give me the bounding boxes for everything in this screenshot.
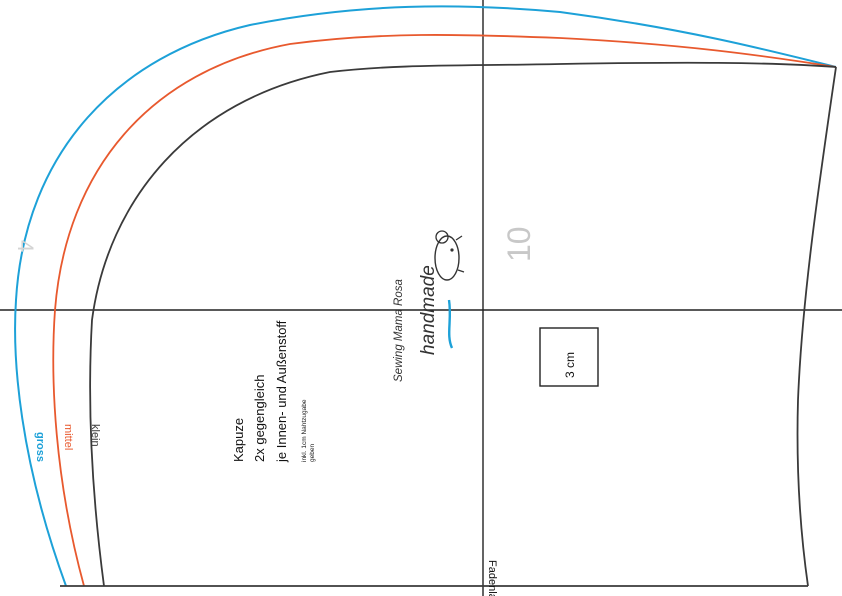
outline-klein (89, 61, 837, 587)
instructions-note-2: geben (309, 444, 316, 462)
outline-gross (14, 5, 837, 587)
scale-box (539, 327, 599, 387)
grainline-label: Fadenlauf (486, 560, 498, 596)
scale-box-label: 3 cm (563, 352, 577, 378)
instructions-line-1: 2x gegengleich (252, 375, 267, 462)
size-label-mittel: mittel (62, 424, 74, 450)
size-label-klein: klein (89, 424, 101, 447)
sheep-icon (434, 230, 465, 349)
outline-right-edge (796, 66, 837, 587)
brand-name: Sewing Mama Rosa (393, 279, 405, 382)
instructions-note-1: inkl. 1cm Nahtzugabe (301, 399, 308, 462)
page-mark: 4 (13, 240, 38, 252)
brand-tagline: handmade (418, 265, 439, 355)
size-label-gross: gross (34, 432, 46, 462)
brand-logo: Sewing Mama Rosa handmade (393, 230, 465, 382)
page-number: 10 (501, 226, 537, 262)
instructions-line-2: je Innen- und Außenstoff (274, 320, 289, 463)
instructions-title: Kapuze (231, 418, 246, 462)
outline-mittel (52, 34, 837, 587)
